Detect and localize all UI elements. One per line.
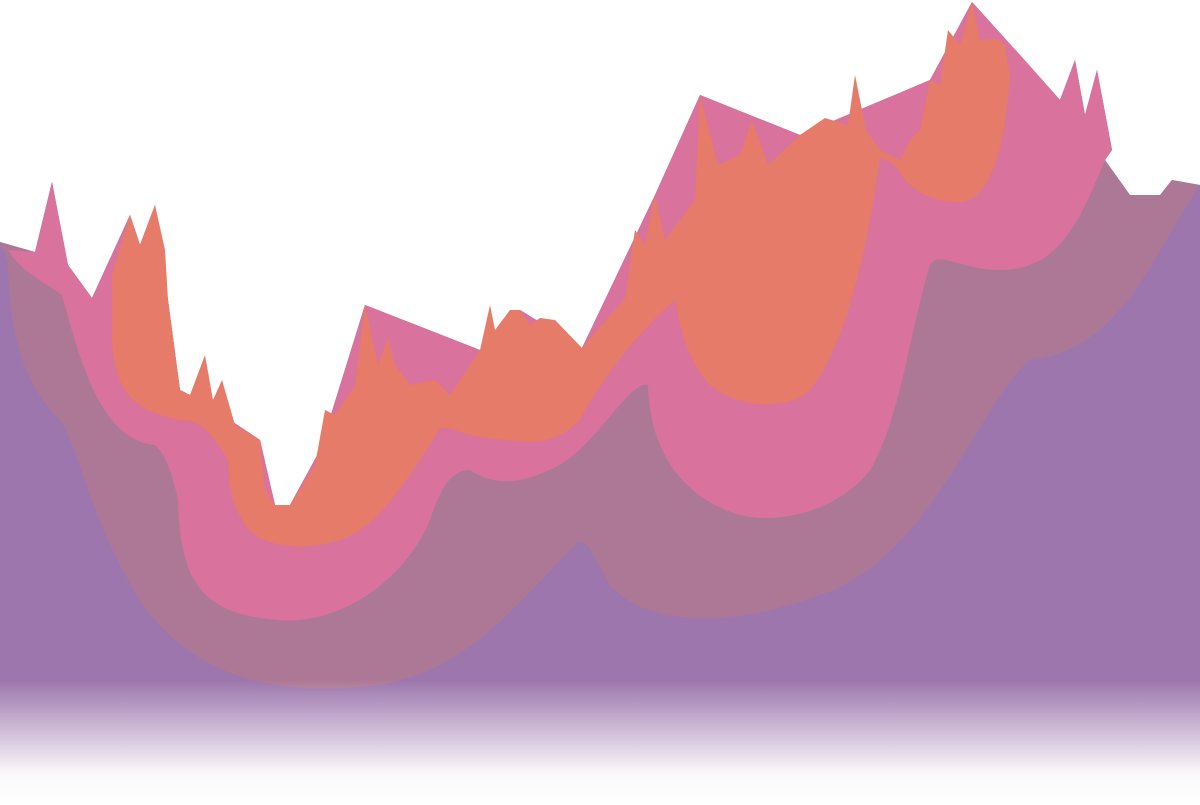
orange-layer: [112, 2, 1010, 547]
bottom-fade: [0, 680, 1200, 805]
